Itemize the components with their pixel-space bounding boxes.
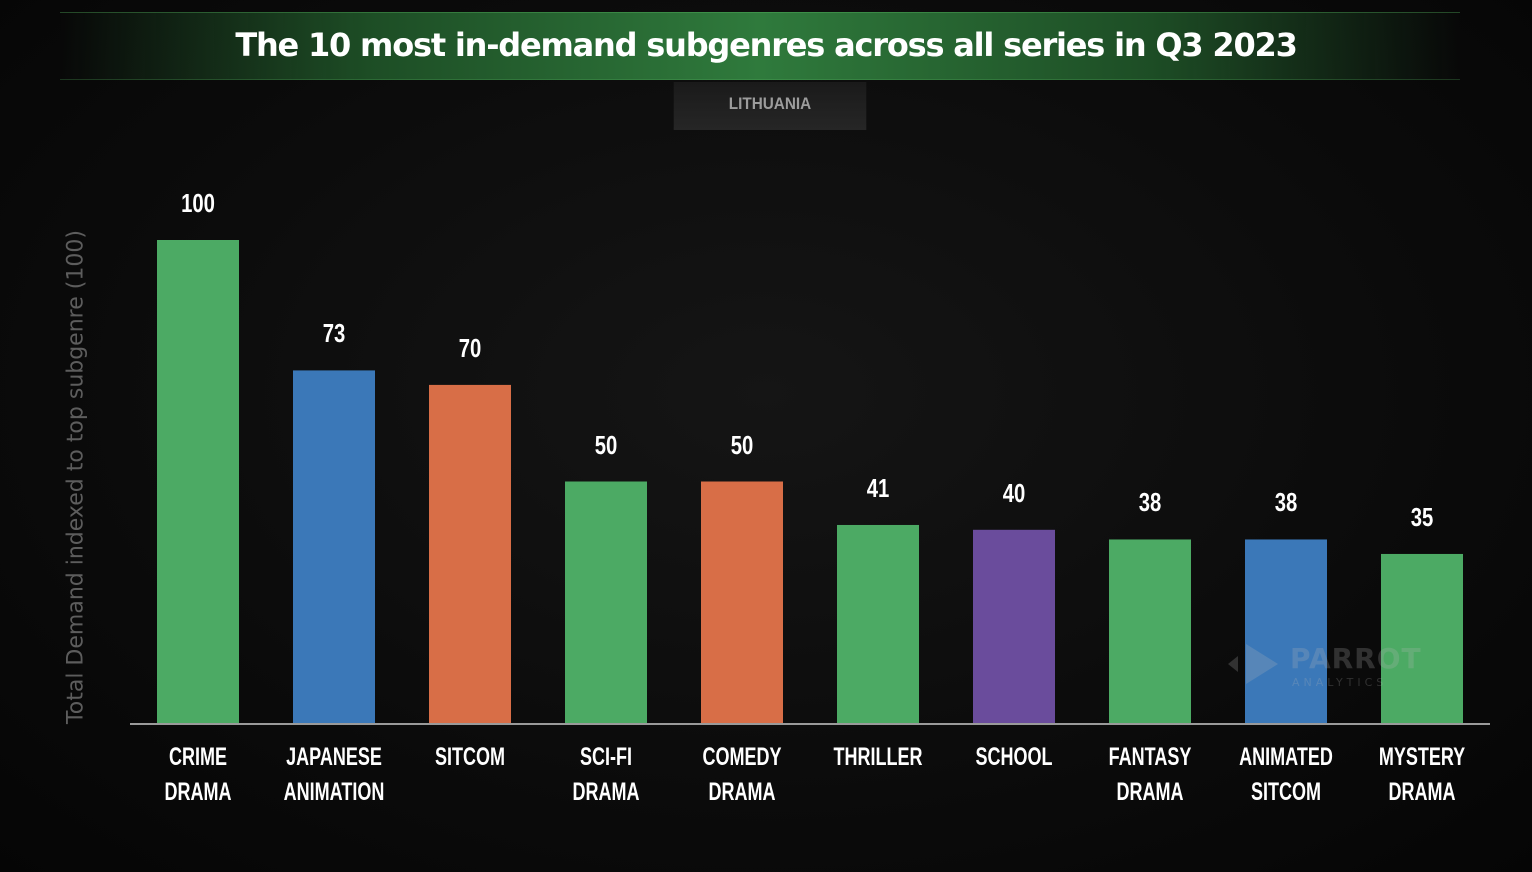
parrot-logo-icon <box>1228 644 1278 684</box>
category-label-5: THRILLER <box>833 743 923 771</box>
value-label-2: 70 <box>458 332 482 363</box>
parrot-analytics-watermark: PARROT ANALYTICS <box>1224 640 1424 690</box>
title-band <box>60 12 1460 80</box>
category-label-3: SCI-FI DRAMA <box>572 743 640 806</box>
category-label-0: CRIME DRAMA <box>164 743 232 806</box>
bar-8 <box>1245 539 1327 723</box>
bar-4 <box>701 481 783 723</box>
category-label-8: ANIMATED SITCOM <box>1239 743 1333 806</box>
value-label-8: 38 <box>1274 487 1298 518</box>
value-label-0: 100 <box>181 188 215 218</box>
region-label: LITHUANIA <box>673 82 867 130</box>
value-label-1: 73 <box>322 318 346 349</box>
category-label-4: COMEDY DRAMA <box>702 743 782 806</box>
value-label-5: 41 <box>866 472 890 503</box>
bar-2 <box>429 384 511 723</box>
category-label-6: SCHOOL <box>975 743 1053 771</box>
category-label-1: JAPANESE ANIMATION <box>283 743 385 806</box>
category-label-7: FANTASY DRAMA <box>1108 743 1192 806</box>
bar-3 <box>565 481 647 723</box>
bar-0 <box>157 240 239 723</box>
value-label-4: 50 <box>730 429 754 460</box>
value-label-6: 40 <box>1002 477 1026 508</box>
bar-1 <box>293 370 375 723</box>
chart-title: The 10 most in-demand subgenres across a… <box>235 26 1298 64</box>
value-label-9: 35 <box>1410 501 1434 532</box>
bar-9 <box>1381 553 1463 723</box>
category-label-9: MYSTERY DRAMA <box>1378 743 1466 806</box>
bar-7 <box>1109 539 1191 723</box>
watermark-sub: ANALYTICS <box>1292 676 1388 689</box>
watermark-name: PARROT <box>1290 642 1422 675</box>
value-label-7: 38 <box>1138 487 1162 518</box>
bar-5 <box>837 524 919 723</box>
value-label-3: 50 <box>594 429 618 460</box>
category-label-2: SITCOM <box>435 743 505 771</box>
bar-6 <box>973 529 1055 723</box>
